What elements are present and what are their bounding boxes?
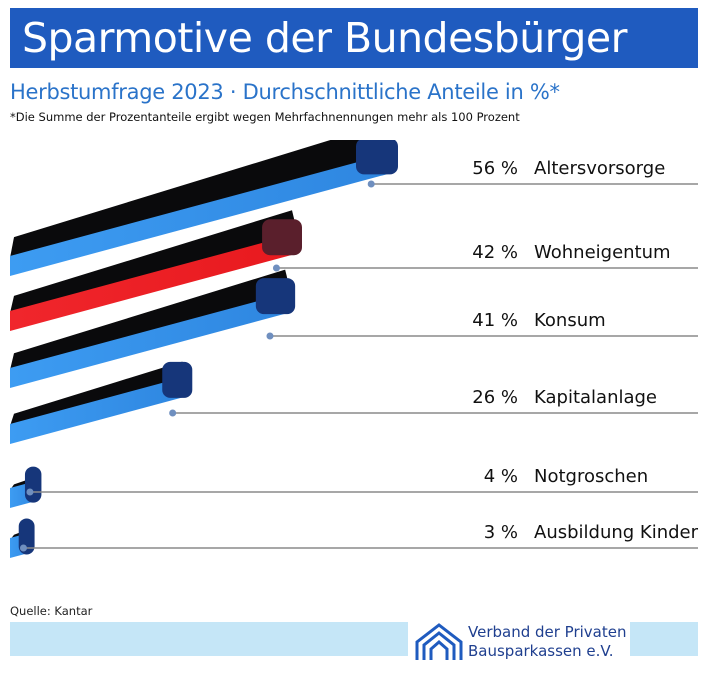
bar-end-cap	[24, 466, 42, 503]
bar-konsum: 41 % Konsum	[10, 269, 698, 388]
bar-end-cap	[356, 140, 398, 175]
value-label: 3 %	[484, 522, 518, 543]
leader-dot	[19, 544, 27, 552]
bar-end-cap	[262, 219, 302, 256]
leader-dot	[266, 332, 274, 340]
bar-altersvorsorge: 56 % Altersvorsorge	[10, 140, 698, 276]
bar-kapitalanlage: 26 % Kapitalanlage	[10, 361, 698, 444]
leader-dot	[272, 264, 280, 272]
bar-top-face	[10, 361, 189, 426]
leader-dot	[26, 488, 34, 496]
bar-top-face	[10, 210, 298, 313]
category-label: Konsum	[534, 310, 606, 331]
bar-front-face	[10, 233, 298, 331]
leader-dot	[169, 409, 177, 417]
bar-notgroschen: 4 % Notgroschen	[10, 466, 698, 508]
value-label: 41 %	[472, 310, 518, 331]
logo-text-line2: Bausparkassen e.V.	[468, 642, 614, 660]
title-bar: Sparmotive der Bundesbürger	[10, 8, 698, 68]
source-note: Quelle: Kantar	[10, 604, 93, 618]
bar-wohneigentum: 42 % Wohneigentum	[10, 210, 698, 331]
value-label: 42 %	[472, 242, 518, 263]
category-label: Notgroschen	[534, 466, 648, 487]
chart-subtitle: Herbstumfrage 2023 · Durchschnittliche A…	[10, 80, 560, 104]
value-label: 4 %	[484, 466, 518, 487]
bar-end-cap	[162, 361, 193, 398]
bar-chart: 56 % Altersvorsorge 42 % Wohneigentum 41 % Ko…	[10, 140, 699, 558]
bar-top-face	[10, 140, 394, 258]
category-label: Kapitalanlage	[534, 387, 657, 408]
bar-end-cap	[255, 278, 296, 315]
publisher-logo: Verband der Privaten Bausparkassen e.V.	[408, 618, 630, 664]
house-logo-icon	[415, 623, 463, 660]
value-label: 56 %	[472, 158, 518, 179]
bar-front-face	[10, 292, 292, 388]
leader-dot	[367, 180, 375, 188]
chart-title: Sparmotive der Bundesbürger	[22, 14, 627, 62]
chart-footnote: *Die Summe der Prozentanteile ergibt weg…	[10, 110, 520, 124]
category-label: Wohneigentum	[534, 242, 671, 263]
bar-top-face	[10, 269, 292, 370]
value-label: 26 %	[472, 387, 518, 408]
bar-ausbildung-kinder: 3 % Ausbildung Kinder	[10, 518, 699, 558]
bar-front-face	[10, 152, 394, 276]
logo-text-line1: Verband der Privaten	[468, 623, 627, 641]
category-label: Altersvorsorge	[534, 158, 665, 179]
category-label: Ausbildung Kinder	[534, 522, 699, 543]
bar-front-face	[10, 375, 189, 444]
